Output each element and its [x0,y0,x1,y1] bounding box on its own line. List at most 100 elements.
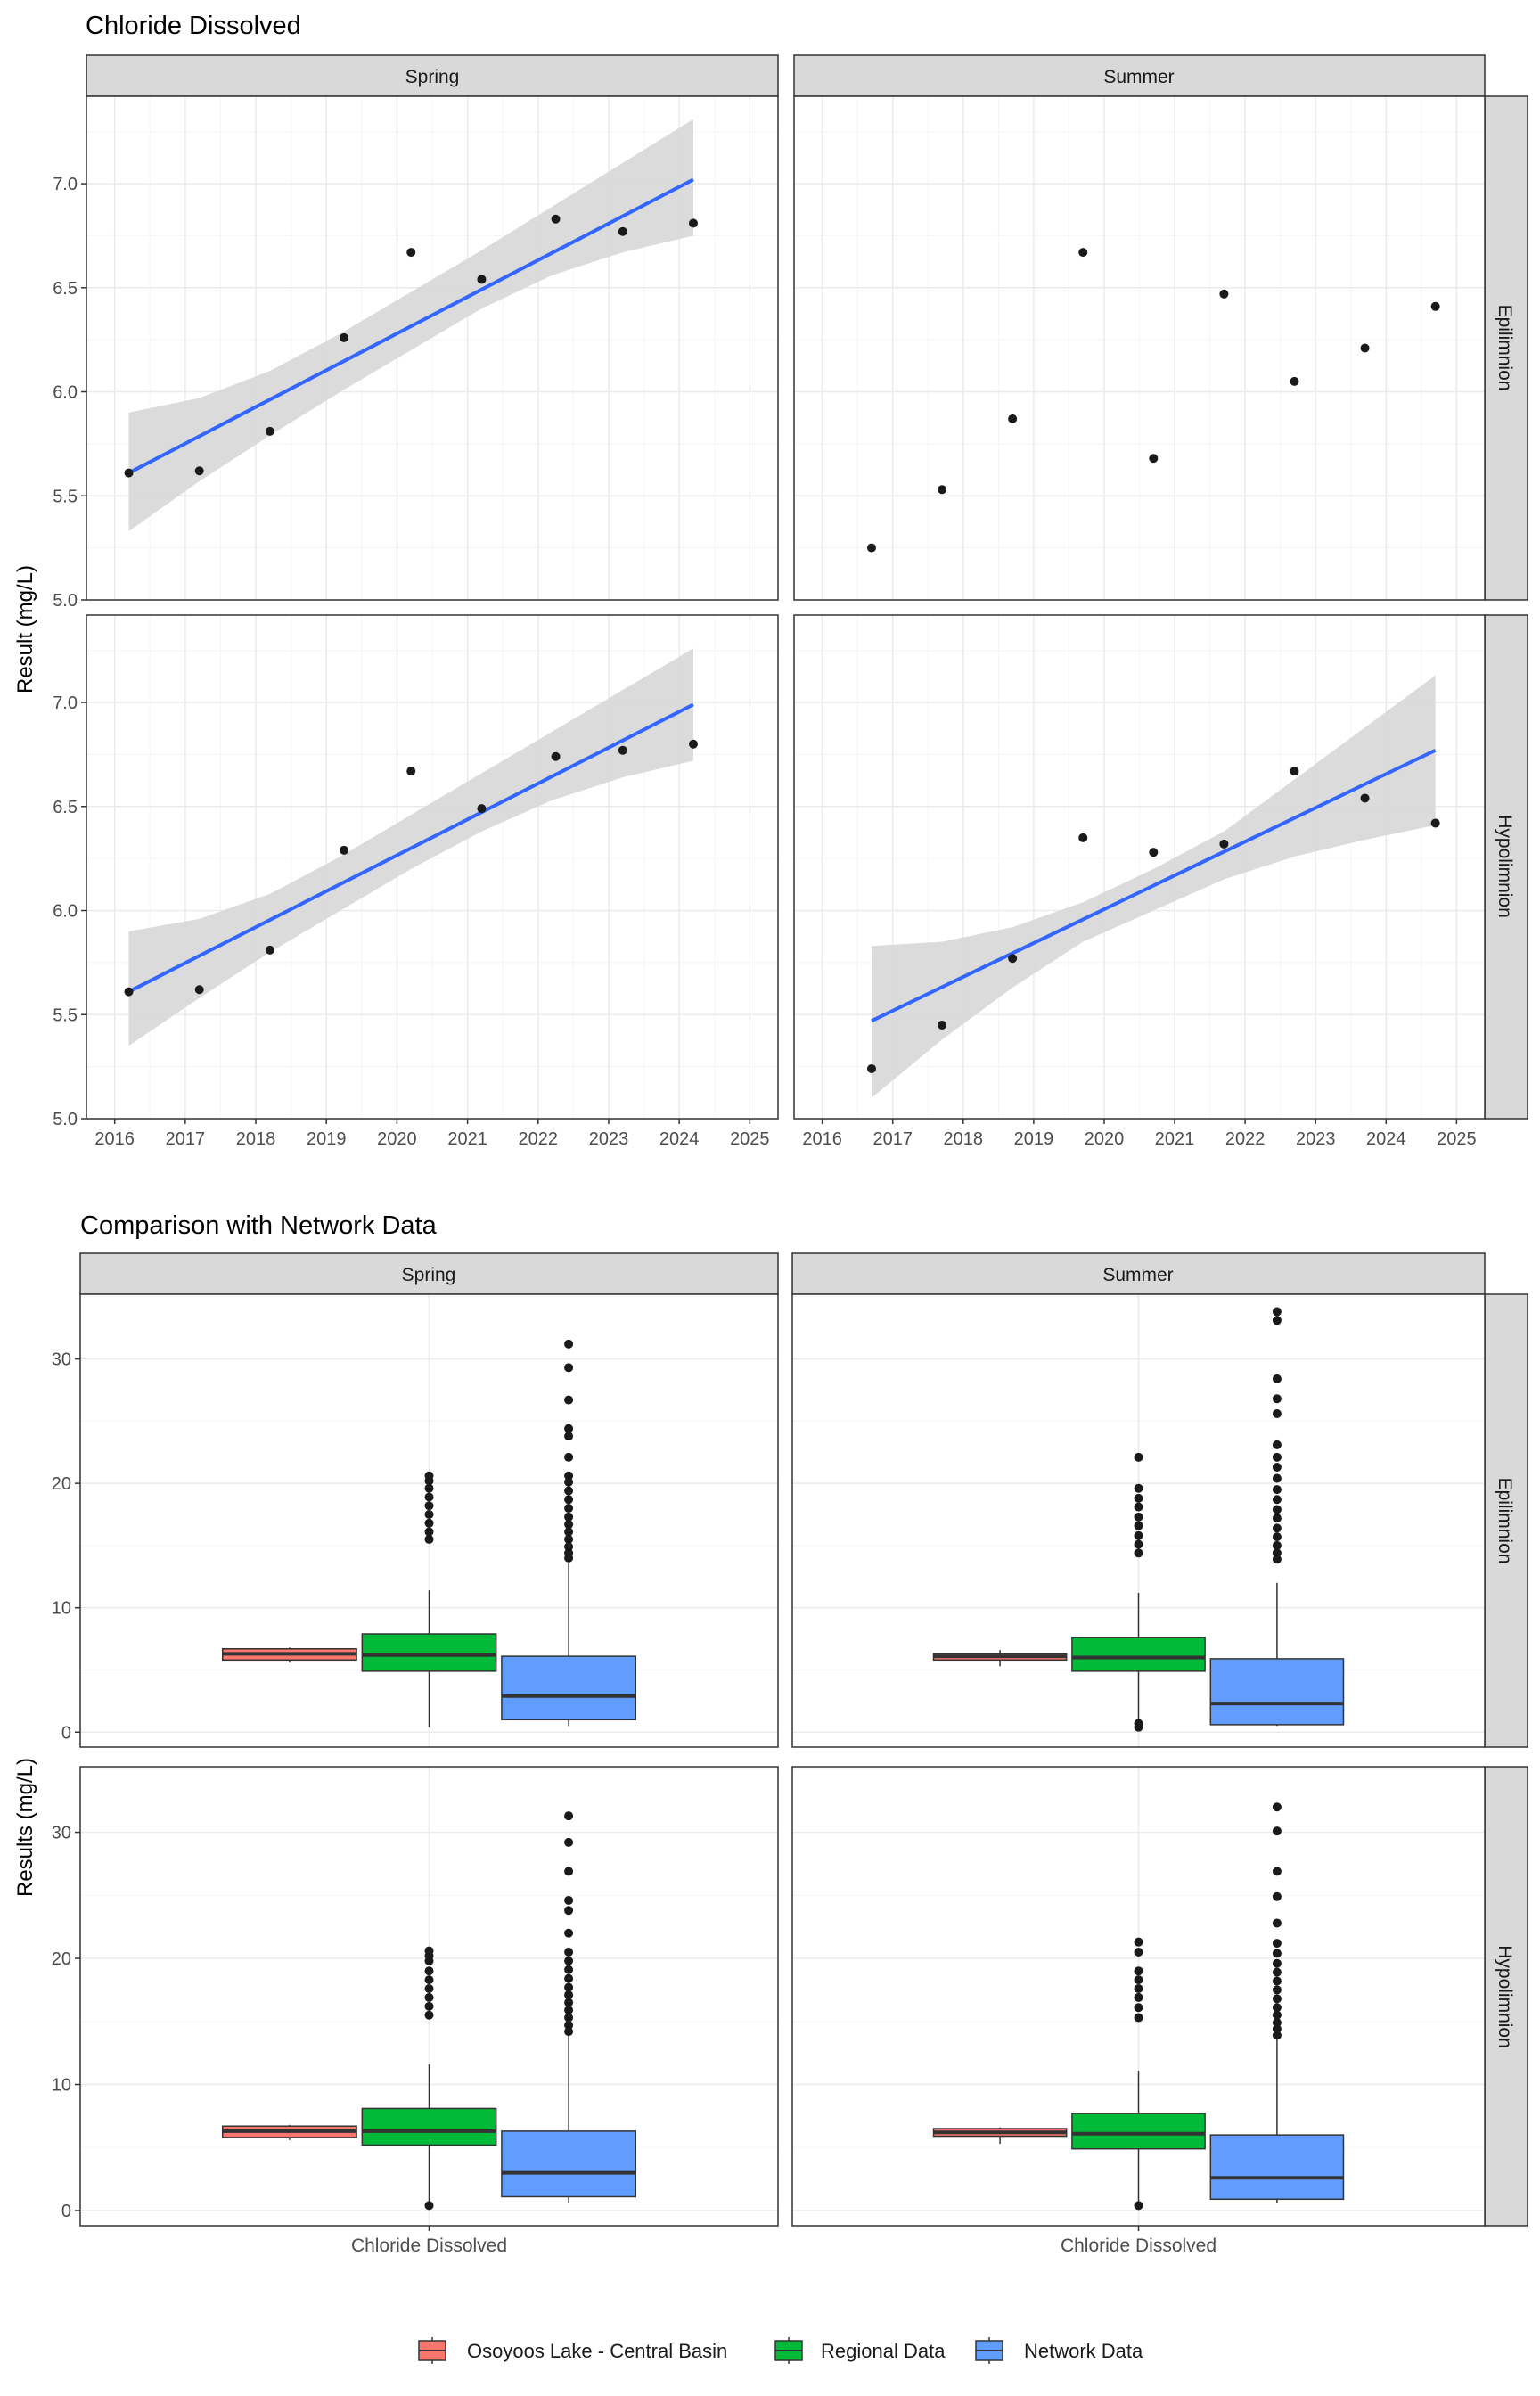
boxplot-osoyoos [221,2124,357,2140]
outlier-point [564,1424,574,1433]
outlier-point [1272,1316,1282,1325]
outlier-point [1272,2003,1282,2013]
outlier-point [564,1998,574,2007]
outlier-point [564,2021,574,2031]
data-point [938,485,947,495]
boxplot-regional [1071,1452,1206,1732]
panel-summer-epilimnion [791,1293,1486,1748]
data-point [1149,454,1159,464]
outlier-point [564,1432,574,1441]
y-tick-label: 5.5 [53,1005,78,1025]
outlier-point [564,1982,574,1992]
outlier-point [424,1518,434,1528]
outlier-point [564,1542,574,1552]
outlier-point [1272,1514,1282,1523]
data-point [866,1063,876,1073]
outlier-point [1272,1473,1282,1483]
facet-strip-epilimnion [1484,95,1528,601]
boxplot-regional [1071,1937,1206,2211]
box [1071,2113,1206,2150]
panel-summer-hypolimnion [793,614,1486,1120]
facet-label-epilimnion: Epilimnion [1495,305,1515,391]
x-tick-label: 2022 [519,1129,559,1149]
data-point [406,767,416,776]
outlier-point [564,1471,574,1481]
panel-border [791,1293,1486,1748]
outlier-point [564,2027,574,2037]
outlier-point [1272,1555,1282,1564]
data-point [406,248,416,258]
facet-strip-spring [79,1252,779,1295]
axes: 0 10 20 30 0 10 20 30 Chloride Dissolved Chloride… [52,1350,1216,2256]
outlier-point [1272,1802,1282,1812]
outlier-point [564,1906,574,1916]
outlier-point [1134,1992,1143,2002]
trend-chart: Chloride Dissolved Result (mg/L) Spring … [13,12,1528,1149]
y-tick-label: 10 [52,2076,71,2096]
y-tick-label: 30 [52,1350,71,1370]
y-tick-label: 5.0 [53,591,78,611]
data-point [124,468,134,478]
x-tick-label: 2023 [589,1129,629,1149]
data-point [688,218,698,228]
facet-strip-summer [793,54,1486,97]
panel-spring-hypolimnion [79,1766,779,2227]
x-tick-label: 2019 [1014,1129,1054,1149]
data-point [688,739,698,749]
outlier-point [1134,1530,1143,1540]
outlier-point [1272,2018,1282,2028]
outlier-point [424,1483,434,1493]
boxplot-network [501,1811,637,2203]
outlier-point [424,1510,434,1520]
outlier-point [1272,1949,1282,1958]
outlier-point [1272,1440,1282,1449]
data-point [124,987,134,997]
panel-spring-hypolimnion [86,614,779,1120]
y-tick-label: 6.0 [53,383,78,403]
y-tick-label: 7.0 [53,175,78,194]
outlier-point [1134,1539,1143,1549]
outlier-point [424,1975,434,1985]
y-tick-label: 7.0 [53,693,78,713]
outlier-point [424,1966,434,1976]
outlier-point [564,1895,574,1905]
y-tick-label: 6.0 [53,902,78,922]
x-tick-label: 2023 [1296,1129,1336,1149]
box [361,2107,497,2146]
outlier-point [424,1984,434,1994]
facet-strip-summer [791,1252,1486,1295]
boxplot-osoyoos [221,1647,357,1663]
outlier-point [564,2013,574,2023]
outlier-point [1272,1495,1282,1505]
x-tick-label: 2024 [659,1129,700,1149]
facet-strip-hypolimnion [1484,1766,1528,2227]
boxplot-regional [361,1471,497,1727]
outlier-point [564,1395,574,1405]
outlier-point [564,1504,574,1514]
data-point [1008,414,1018,423]
legend: Osoyoos Lake - Central Basin Regional Da… [418,2337,1143,2364]
data-point [618,745,627,755]
boxplot-regional [361,1946,497,2211]
data-point [194,466,204,476]
data-point [1290,376,1299,386]
panel-spring-epilimnion [79,1293,779,1748]
outlier-point [1272,1985,1282,1995]
data-point [194,985,204,995]
panel-spring-epilimnion [86,95,779,601]
outlier-point [424,1992,434,2002]
outlier-point [1272,1452,1282,1462]
outlier-point [1272,1976,1282,1986]
data-point [1078,833,1088,842]
box [501,1655,637,1721]
outlier-point [424,1534,434,1544]
x-tick-label: 2017 [872,1129,913,1149]
outlier-point [424,1471,434,1481]
legend-item-osoyoos: Osoyoos Lake - Central Basin [418,2337,727,2364]
outlier-point [1134,2013,1143,2023]
outlier-point [1272,1958,1282,1968]
box [361,1633,497,1672]
x-tick-label: 2018 [944,1129,984,1149]
y-axis-label: Results (mg/L) [13,1758,37,1897]
facet-strip-hypolimnion [1484,614,1528,1120]
